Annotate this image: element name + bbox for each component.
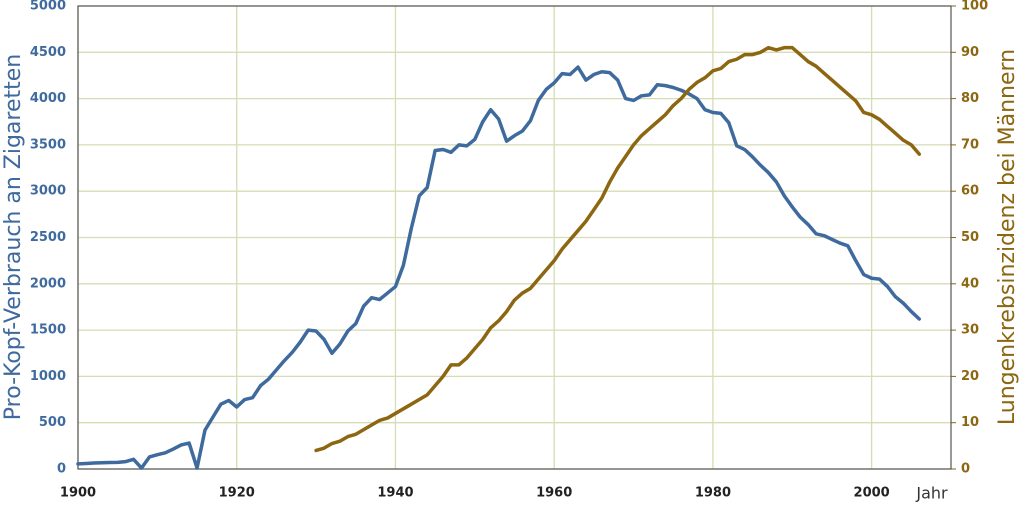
y2-tick-label: 30 xyxy=(961,323,979,338)
y-tick-label: 4500 xyxy=(30,45,66,60)
y2-tick-label: 60 xyxy=(961,184,979,199)
series-line xyxy=(314,45,922,453)
y2-axis-label: Lungenkrebsinzidenz bei Männern xyxy=(995,49,1020,425)
y-tick-label: 5000 xyxy=(30,0,66,14)
y-tick-label: 1500 xyxy=(30,323,66,338)
y2-tick-label: 0 xyxy=(961,462,970,477)
y-tick-label: 4000 xyxy=(30,91,66,106)
x-tick-label: 1940 xyxy=(377,486,413,501)
y-tick-label: 0 xyxy=(57,462,66,477)
y2-tick-label: 20 xyxy=(961,369,979,384)
y2-tick-label: 80 xyxy=(961,91,979,106)
y-tick-label: 3500 xyxy=(30,137,66,152)
x-axis-label: Jahr xyxy=(915,484,948,503)
y2-tick-label: 50 xyxy=(961,230,979,245)
x-tick-label: 1980 xyxy=(695,486,731,501)
y-tick-label: 2500 xyxy=(30,230,66,245)
y2-tick-label: 90 xyxy=(961,45,979,60)
x-tick-label: 1900 xyxy=(60,486,96,501)
y2-tick-label: 100 xyxy=(961,0,988,14)
plot-frame xyxy=(77,5,952,470)
y-tick-label: 500 xyxy=(39,415,66,430)
series-line xyxy=(76,65,922,470)
y2-tick-label: 70 xyxy=(961,137,979,152)
x-tick-label: 1920 xyxy=(219,486,255,501)
y-tick-label: 2000 xyxy=(30,276,66,291)
y2-tick-label: 10 xyxy=(961,415,979,430)
x-tick-label: 2000 xyxy=(854,486,890,501)
y-tick-label: 1000 xyxy=(30,369,66,384)
y-tick-label: 3000 xyxy=(30,184,66,199)
y-axis-label: Pro-Kopf-Verbrauch an Zigaretten xyxy=(1,54,26,420)
y2-tick-label: 40 xyxy=(961,276,979,291)
x-tick-label: 1960 xyxy=(536,486,572,501)
